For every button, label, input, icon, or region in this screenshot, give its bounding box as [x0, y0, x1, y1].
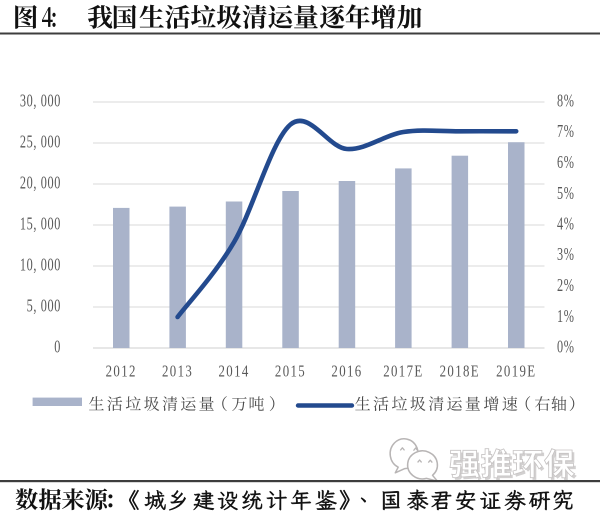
svg-text:2015: 2015: [275, 363, 306, 381]
svg-text:2017E: 2017E: [383, 363, 423, 381]
svg-text:30, 000: 30, 000: [20, 93, 61, 112]
svg-text:10, 000: 10, 000: [20, 257, 61, 276]
svg-text:7%: 7%: [557, 123, 575, 142]
svg-text:2%: 2%: [557, 277, 575, 296]
svg-text:0: 0: [54, 339, 61, 358]
svg-text:2013: 2013: [162, 363, 193, 381]
svg-text:2016: 2016: [331, 363, 362, 381]
svg-text:4%: 4%: [557, 216, 575, 235]
svg-text:5, 000: 5, 000: [27, 298, 61, 317]
svg-text:5%: 5%: [557, 185, 575, 204]
svg-text:6%: 6%: [557, 154, 575, 173]
svg-text:15, 000: 15, 000: [20, 216, 61, 235]
svg-text:2019E: 2019E: [496, 363, 536, 381]
svg-text:1%: 1%: [557, 308, 575, 327]
svg-text:2018E: 2018E: [440, 363, 480, 381]
svg-text:2012: 2012: [106, 363, 137, 381]
svg-text:25, 000: 25, 000: [20, 134, 61, 153]
svg-text:3%: 3%: [557, 246, 575, 265]
svg-text:8%: 8%: [557, 93, 575, 112]
svg-text:0%: 0%: [557, 339, 575, 358]
svg-text:2014: 2014: [219, 363, 250, 381]
svg-text:20, 000: 20, 000: [20, 175, 61, 194]
